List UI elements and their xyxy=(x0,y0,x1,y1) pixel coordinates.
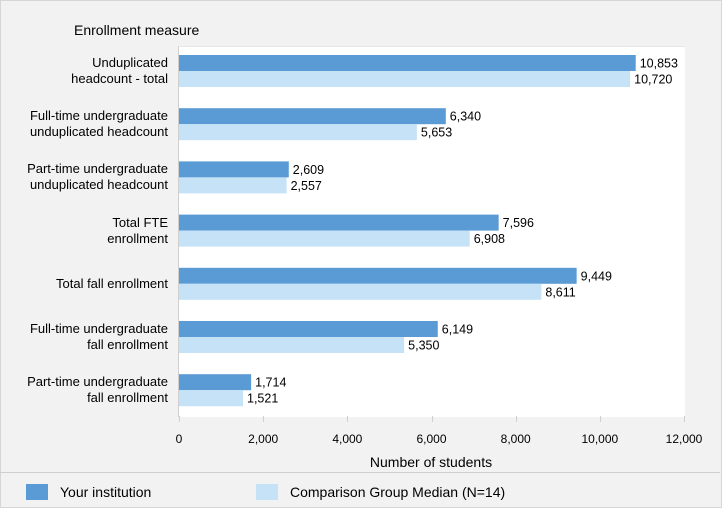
legend-item-comparison-median: Comparison Group Median (N=14) xyxy=(256,484,505,500)
category-label: Total fall enrollment xyxy=(10,276,168,292)
category-label: Full-time undergraduate unduplicated head… xyxy=(10,108,168,140)
bar-your-institution xyxy=(179,161,289,178)
category-label: Unduplicated headcount - total xyxy=(10,55,168,87)
category-label-line: Total fall enrollment xyxy=(56,275,168,291)
bar-comparison-median xyxy=(179,177,287,194)
x-tick-mark xyxy=(431,416,433,422)
bar-your-institution xyxy=(179,108,446,125)
legend-item-your-institution: Your institution xyxy=(26,484,151,500)
x-tick-label: 12,000 xyxy=(665,432,703,446)
x-tick-label: 0 xyxy=(175,432,183,446)
category-label: Part-time undergraduate unduplicated head… xyxy=(10,161,168,193)
bar-your-institution xyxy=(179,267,577,284)
x-tick-label: 8,000 xyxy=(500,432,531,446)
bar-comparison-median xyxy=(179,124,417,141)
bar-your-institution xyxy=(179,321,438,337)
bar-comparison-median xyxy=(179,71,631,87)
x-tick-label: 4,000 xyxy=(332,432,363,446)
category-label-line: unduplicated headcount xyxy=(29,124,168,140)
category-label-line: Full-time undergraduate xyxy=(29,321,168,336)
legend-label-comparison-median: Comparison Group Median (N=14) xyxy=(290,484,506,500)
bar-comparison-median xyxy=(179,390,244,407)
data-label: 9,449 xyxy=(581,269,612,283)
category-label: Part-time undergraduate fall enrollment xyxy=(10,374,168,406)
bar-comparison-median xyxy=(179,230,470,247)
category-label: Full-time undergraduate fall enrollment xyxy=(10,321,168,353)
category-label: Total FTE enrollment xyxy=(10,215,168,247)
category-label-line: enrollment xyxy=(107,230,168,246)
legend-swatch-comparison-median xyxy=(256,484,278,500)
data-label: 2,609 xyxy=(293,163,324,177)
bar-your-institution xyxy=(179,214,499,231)
x-tick-label: 2,000 xyxy=(248,432,279,446)
category-label-line: Total FTE xyxy=(112,214,168,230)
data-label: 8,611 xyxy=(545,285,575,299)
legend-separator xyxy=(0,472,720,473)
x-tick-mark xyxy=(263,416,265,422)
category-label-line: Unduplicated xyxy=(92,55,168,70)
category-label-line: fall enrollment xyxy=(87,390,168,406)
data-label: 2,557 xyxy=(291,179,322,193)
x-tick-label: 10,000 xyxy=(581,432,619,446)
data-label: 1,714 xyxy=(255,376,286,390)
category-label-line: Part-time undergraduate xyxy=(27,161,168,177)
bar-your-institution xyxy=(179,374,252,391)
data-label: 7,596 xyxy=(503,216,534,230)
x-tick-label: 6,000 xyxy=(416,432,447,446)
category-label-line: Part-time undergraduate xyxy=(27,374,168,390)
category-label-line: fall enrollment xyxy=(87,337,168,352)
category-label-line: Full-time undergraduate xyxy=(29,108,168,124)
category-label-line: headcount - total xyxy=(71,71,168,86)
category-label-line: unduplicated headcount xyxy=(29,177,168,193)
x-tick-mark xyxy=(515,416,517,422)
data-label: 6,908 xyxy=(474,232,505,246)
y-axis-title: Enrollment measure xyxy=(74,22,200,38)
bar-comparison-median xyxy=(179,283,542,300)
data-label: 10,853 xyxy=(640,57,678,71)
data-label: 5,350 xyxy=(408,339,439,353)
x-tick-mark xyxy=(599,416,601,422)
x-tick-mark xyxy=(347,416,349,422)
data-label: 6,340 xyxy=(450,110,481,124)
bar-your-institution xyxy=(179,55,636,71)
x-tick-mark xyxy=(684,416,685,422)
x-axis-title: Number of students xyxy=(369,454,493,470)
bar-comparison-median xyxy=(179,337,405,353)
legend-label-your-institution: Your institution xyxy=(60,484,152,500)
x-tick-mark xyxy=(179,416,180,422)
data-label: 5,653 xyxy=(421,126,452,140)
data-label: 10,720 xyxy=(634,73,672,87)
legend-swatch-your-institution xyxy=(26,484,48,500)
data-label: 6,149 xyxy=(442,323,473,337)
data-label: 1,521 xyxy=(247,392,278,406)
